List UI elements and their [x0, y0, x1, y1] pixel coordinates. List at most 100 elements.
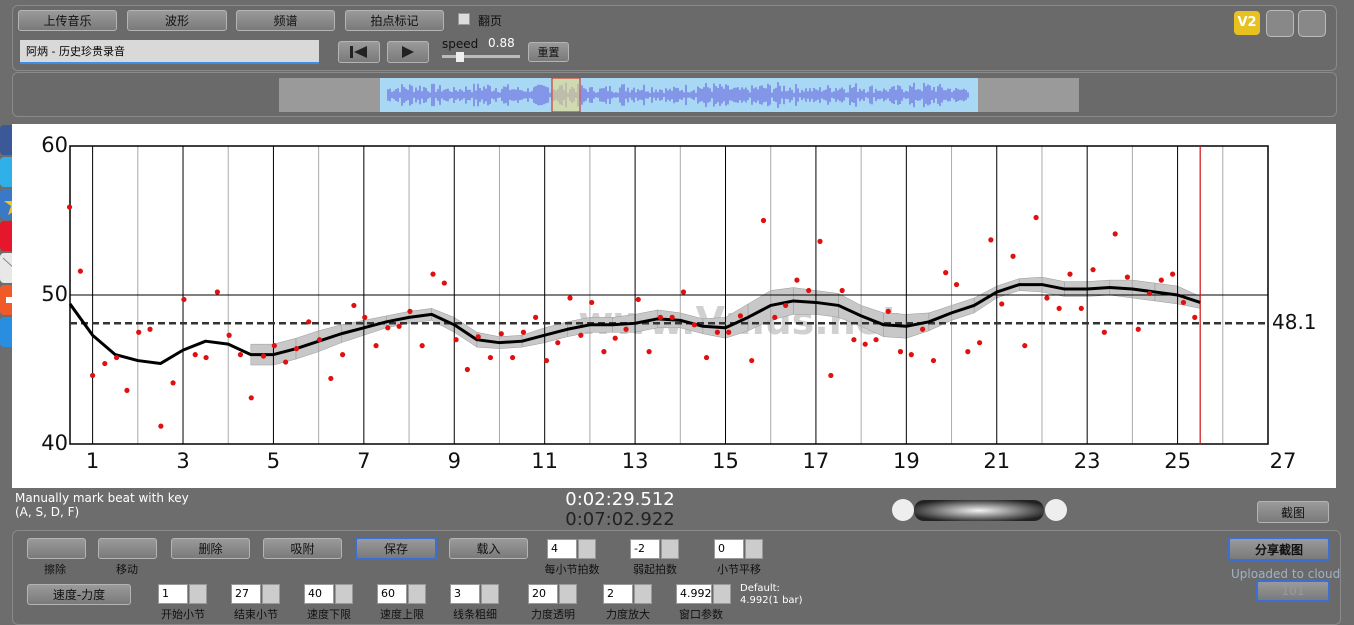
- prev-button[interactable]: [338, 41, 380, 63]
- move-button[interactable]: [98, 538, 157, 559]
- erase-button[interactable]: [27, 538, 86, 559]
- snap-button[interactable]: 吸附: [263, 538, 342, 559]
- spectrum-button[interactable]: 频谱: [236, 10, 335, 31]
- beat-point: [691, 322, 697, 328]
- spinner-arrows[interactable]: [745, 539, 763, 559]
- waveform-cursor[interactable]: [551, 78, 581, 112]
- spinner-field: 3 线条粗细: [450, 584, 500, 621]
- spinner-field: 40 速度下限: [304, 584, 354, 621]
- spinner-arrows[interactable]: [578, 539, 596, 559]
- share-button[interactable]: 分享截图: [1228, 537, 1330, 561]
- beat-point: [1056, 305, 1062, 312]
- song-input[interactable]: 阿炳 - 历史珍贵录音: [20, 40, 319, 64]
- load-button[interactable]: 载入: [449, 538, 528, 559]
- beat-point: [1192, 314, 1198, 320]
- beat-point: [999, 301, 1005, 307]
- wave-right-icon[interactable]: [1045, 499, 1067, 521]
- spinner-arrows[interactable]: [661, 539, 679, 559]
- spinner-arrows[interactable]: [634, 584, 652, 604]
- uploaded-text: Uploaded to cloud: [1231, 567, 1341, 581]
- waveform-button[interactable]: 波形: [127, 10, 227, 31]
- spinner-value[interactable]: 40: [304, 584, 334, 604]
- beat-point: [749, 357, 755, 364]
- x-tick-label: 27: [1270, 449, 1297, 473]
- chart-background: [12, 124, 1336, 488]
- mean-label: 48.1: [1272, 310, 1317, 334]
- spinner-arrows[interactable]: [262, 584, 280, 604]
- home-icon[interactable]: [1266, 10, 1294, 37]
- spinner-value[interactable]: 27: [231, 584, 261, 604]
- spinner-value[interactable]: 4: [547, 539, 577, 559]
- beat-point: [181, 296, 187, 303]
- x-tick-label: 13: [622, 449, 649, 473]
- volume-bar[interactable]: [914, 500, 1044, 521]
- beat-point: [430, 271, 436, 277]
- beat-point: [203, 354, 209, 361]
- spinner-value[interactable]: 4.992: [676, 584, 712, 604]
- x-tick-label: 19: [893, 449, 920, 473]
- beat-point: [113, 354, 120, 361]
- beat-point: [680, 289, 687, 295]
- spinner-label: 结束小节: [234, 608, 278, 621]
- wave-left-icon[interactable]: [892, 499, 914, 521]
- spinner-arrows[interactable]: [713, 584, 731, 604]
- reset-button[interactable]: 重置: [528, 42, 569, 62]
- beat-point: [760, 217, 767, 224]
- spinner-value[interactable]: 3: [450, 584, 480, 604]
- beat-point: [533, 314, 539, 320]
- spinner-arrows[interactable]: [335, 584, 353, 604]
- plot-frame: [69, 145, 1269, 445]
- spinner-value[interactable]: 2: [603, 584, 633, 604]
- beat-point: [817, 238, 823, 244]
- beat-point: [271, 343, 277, 349]
- spinner-arrows[interactable]: [559, 584, 577, 604]
- share-id-button[interactable]: 101: [1256, 580, 1330, 602]
- spinner-field: -2 弱起拍数: [630, 539, 680, 576]
- waveform-overview[interactable]: [380, 78, 978, 112]
- beat-point: [873, 337, 879, 343]
- spinner-arrows[interactable]: [481, 584, 499, 604]
- delete-button[interactable]: 删除: [171, 538, 250, 559]
- spinner-value[interactable]: -2: [630, 539, 660, 559]
- spinner-label: 开始小节: [161, 608, 205, 621]
- fullscreen-icon[interactable]: [1298, 10, 1326, 37]
- beat-point: [772, 314, 778, 320]
- beat-point: [102, 360, 108, 367]
- spinner-value[interactable]: 0: [714, 539, 744, 559]
- beat-point: [214, 289, 220, 295]
- beat-point: [136, 329, 142, 335]
- upload-button[interactable]: 上传音乐: [18, 10, 117, 31]
- y-tick-label: 60: [41, 133, 68, 157]
- beat-point: [124, 387, 130, 393]
- spinner-arrows[interactable]: [408, 584, 426, 604]
- keys-text: (A, S, D, F): [15, 505, 80, 519]
- beat-point: [396, 323, 402, 329]
- beat-point: [943, 270, 949, 276]
- beat-point: [475, 334, 481, 340]
- beat-point: [192, 352, 198, 358]
- spinner-label: 速度上限: [380, 608, 424, 621]
- beat-point: [897, 349, 904, 355]
- version-badge[interactable]: V2: [1234, 11, 1260, 35]
- page-flip-checkbox[interactable]: [458, 13, 470, 25]
- tempo-dynamics-button[interactable]: 速度-力度: [27, 584, 131, 605]
- speed-slider-thumb[interactable]: [456, 52, 464, 62]
- spinner-label: 速度下限: [307, 608, 351, 621]
- beat-point: [862, 341, 868, 347]
- spinner-field: 60 速度上限: [377, 584, 427, 621]
- spinner-value[interactable]: 60: [377, 584, 407, 604]
- save-button[interactable]: 保存: [355, 537, 437, 560]
- beat-mark-button[interactable]: 拍点标记: [345, 10, 444, 31]
- spinner-value[interactable]: 1: [158, 584, 188, 604]
- screenshot-button[interactable]: 截图: [1257, 501, 1329, 523]
- x-tick-label: 9: [448, 449, 461, 473]
- speed-slider[interactable]: [442, 55, 520, 58]
- beat-point: [77, 268, 83, 274]
- spinner-arrows[interactable]: [189, 584, 207, 604]
- play-button[interactable]: [387, 41, 429, 63]
- beat-point: [885, 308, 891, 314]
- spinner-value[interactable]: 20: [528, 584, 558, 604]
- speed-value: 0.88: [488, 36, 515, 50]
- beat-point: [783, 302, 789, 309]
- beat-point: [1101, 329, 1107, 335]
